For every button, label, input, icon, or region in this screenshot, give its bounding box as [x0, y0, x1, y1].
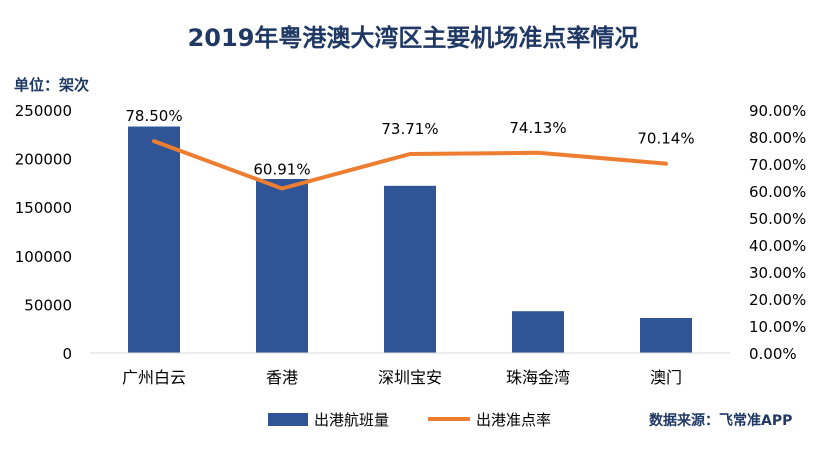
category-label: 珠海金湾: [506, 368, 570, 387]
rate-label: 74.13%: [509, 119, 566, 137]
right-tick-label: 20.00%: [749, 291, 806, 309]
category-labels: 广州白云 香港 深圳宝安 珠海金湾 澳门: [122, 368, 682, 387]
right-tick-label: 80.00%: [749, 129, 806, 147]
right-tick-label: 0.00%: [749, 345, 797, 363]
category-label: 香港: [266, 368, 298, 387]
right-tick-label: 60.00%: [749, 183, 806, 201]
legend-bar-label: 出港航班量: [314, 411, 389, 429]
bar: [640, 318, 692, 353]
left-tick-label: 250000: [15, 102, 72, 120]
source-note: 数据来源：飞常准APP: [649, 412, 792, 429]
category-label: 广州白云: [122, 368, 186, 387]
category-label: 深圳宝安: [378, 368, 442, 387]
right-tick-label: 90.00%: [749, 102, 806, 120]
rate-labels: 78.50% 60.91% 73.71% 74.13% 70.14%: [125, 107, 694, 178]
right-tick-label: 30.00%: [749, 264, 806, 282]
rate-label: 73.71%: [381, 120, 438, 138]
left-tick-label: 100000: [15, 248, 72, 266]
bar: [256, 179, 308, 353]
right-axis-ticks: 0.00% 10.00% 20.00% 30.00% 40.00% 50.00% 60.00…: [749, 102, 806, 363]
right-tick-label: 40.00%: [749, 237, 806, 255]
bar: [512, 311, 564, 353]
legend-bar-swatch: [268, 413, 308, 426]
chart-title: 2019年粤港澳大湾区主要机场准点率情况: [188, 24, 639, 52]
rate-label: 60.91%: [253, 161, 310, 179]
left-tick-label: 50000: [24, 296, 72, 314]
right-tick-label: 70.00%: [749, 156, 806, 174]
bar: [128, 126, 180, 353]
left-tick-label: 0: [62, 345, 72, 363]
bars: [128, 126, 692, 353]
legend-line-label: 出港准点率: [476, 411, 551, 429]
unit-label: 单位：架次: [14, 76, 89, 94]
right-tick-label: 10.00%: [749, 318, 806, 336]
left-tick-label: 200000: [15, 151, 72, 169]
legend: 出港航班量 出港准点率: [268, 411, 551, 429]
left-tick-label: 150000: [15, 199, 72, 217]
bar: [384, 185, 436, 353]
rate-label: 78.50%: [125, 107, 182, 125]
rate-label: 70.14%: [637, 130, 694, 148]
right-tick-label: 50.00%: [749, 210, 806, 228]
category-label: 澳门: [650, 368, 682, 387]
rate-line: [152, 139, 668, 191]
left-axis-ticks: 0 50000 100000 150000 200000 250000: [15, 102, 72, 363]
